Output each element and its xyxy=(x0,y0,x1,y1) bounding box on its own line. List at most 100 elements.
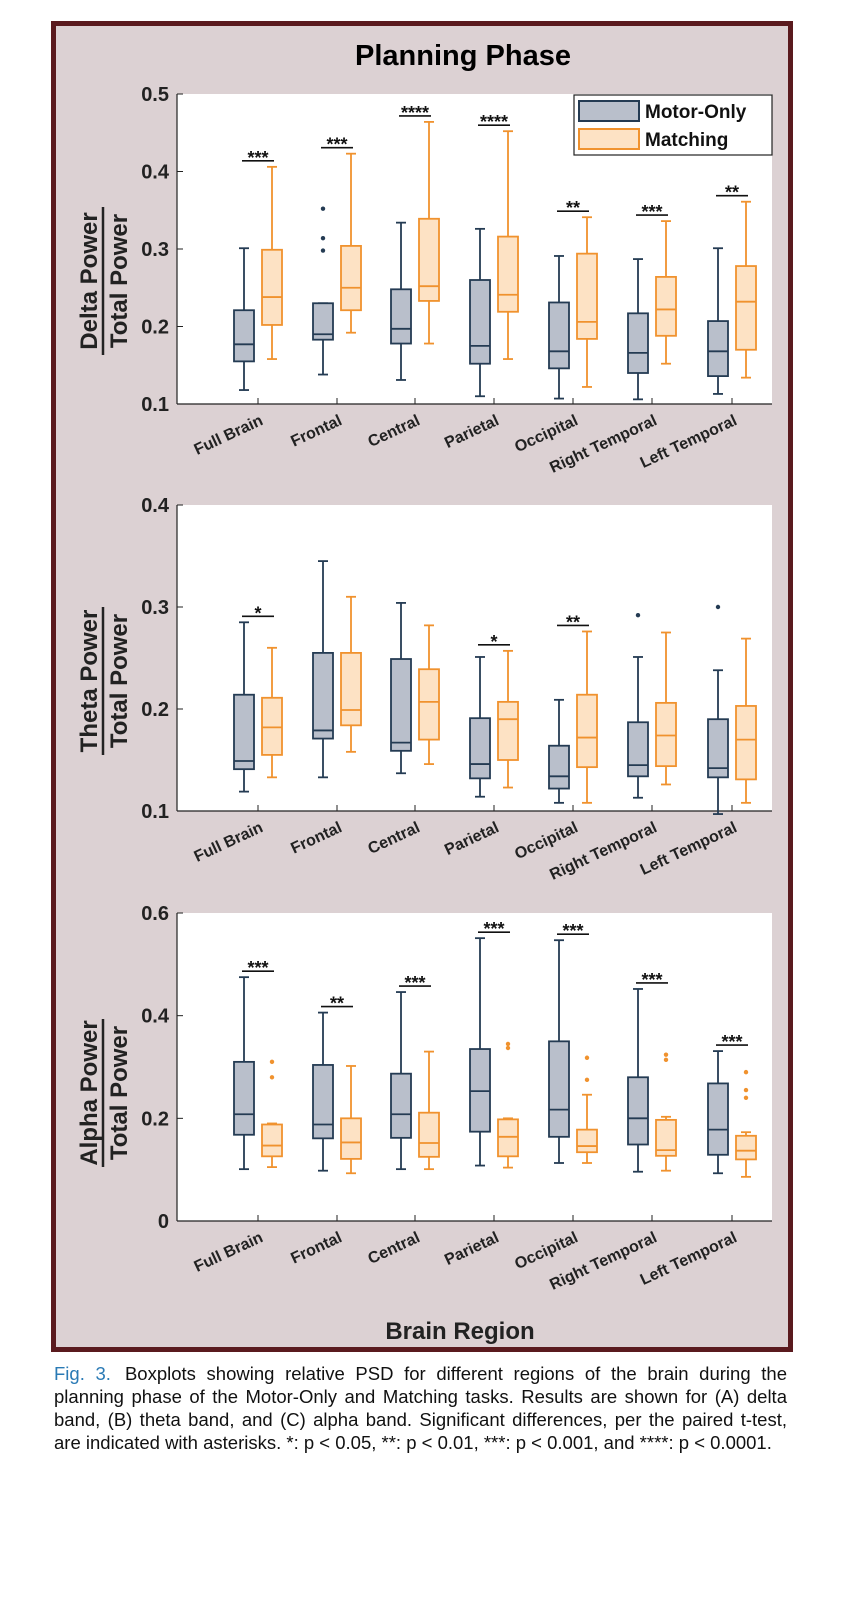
y-axis-label-numerator: Delta Power xyxy=(76,212,103,349)
box-iqr xyxy=(261,248,283,326)
y-axis-label: Theta Power Total Power xyxy=(76,607,133,755)
matching-box xyxy=(576,216,598,388)
outlier-point xyxy=(505,1045,511,1051)
motor-only-box xyxy=(469,656,491,798)
motor-only-box xyxy=(469,227,491,398)
x-tick-label: Parietal xyxy=(442,1229,502,1269)
motor-only-box xyxy=(707,604,729,815)
significance-label: *** xyxy=(247,148,268,168)
x-tick-label: Parietal xyxy=(442,819,502,859)
y-axis-label: Alpha Power Total Power xyxy=(76,1019,133,1167)
box-iqr xyxy=(233,309,255,363)
box-iqr xyxy=(390,288,412,345)
box-iqr xyxy=(735,265,757,351)
box-iqr xyxy=(390,1072,412,1139)
box-iqr xyxy=(707,718,729,779)
box-iqr xyxy=(469,279,491,365)
boxplot-figure: Planning Phase Brain Region 0.1 0.2 0.3 0.4… xyxy=(76,40,773,1345)
significance-label: *** xyxy=(483,919,504,939)
legend-label: Matching xyxy=(645,130,728,151)
x-axis-title: Brain Region xyxy=(385,1318,534,1345)
motor-only-box xyxy=(390,221,412,381)
motor-only-box xyxy=(312,206,334,376)
outlier-point xyxy=(663,1052,669,1057)
outlier-point xyxy=(320,206,326,211)
matching-box xyxy=(655,1052,677,1172)
y-tick-label: 0.1 xyxy=(141,801,169,823)
box-iqr xyxy=(548,1040,570,1138)
box-iqr xyxy=(627,1076,649,1146)
matching-box xyxy=(261,1059,283,1168)
box-iqr xyxy=(576,252,598,340)
legend-swatch xyxy=(578,100,640,122)
box-iqr xyxy=(627,721,649,778)
motor-only-box xyxy=(627,258,649,401)
motor-only-box xyxy=(707,247,729,395)
x-tick-label: Frontal xyxy=(288,819,344,857)
box-iqr xyxy=(418,217,440,302)
y-tick-label: 0.4 xyxy=(141,495,170,517)
significance-label: ** xyxy=(566,612,580,632)
motor-only-box xyxy=(627,612,649,799)
motor-only-box xyxy=(312,1011,334,1172)
significance-label: *** xyxy=(326,135,347,155)
significance-label: ** xyxy=(330,994,344,1014)
significance-label: ** xyxy=(725,183,739,203)
motor-only-box xyxy=(312,560,334,779)
box-iqr xyxy=(735,705,757,781)
x-tick-label: Full Brain xyxy=(192,1229,266,1276)
significance-label: **** xyxy=(401,103,429,123)
matching-box xyxy=(261,165,283,360)
figure-title: Planning Phase xyxy=(355,40,571,72)
y-tick-label: 0.3 xyxy=(141,239,169,261)
y-axis-label-numerator: Theta Power xyxy=(76,610,103,753)
y-axis-label: Delta Power Total Power xyxy=(76,207,133,355)
motor-only-box xyxy=(548,939,570,1164)
box-iqr xyxy=(735,1134,757,1161)
x-tick-label: Frontal xyxy=(288,1229,344,1267)
y-tick-label: 0.2 xyxy=(141,699,169,721)
box-iqr xyxy=(655,701,677,768)
significance-label: *** xyxy=(721,1032,742,1052)
outlier-point xyxy=(743,1069,749,1075)
significance-label: **** xyxy=(480,112,508,132)
motor-only-box xyxy=(233,247,255,391)
y-axis-label-denominator: Total Power xyxy=(106,214,133,348)
box-iqr xyxy=(655,275,677,337)
figure-caption-text: Boxplots showing relative PSD for differ… xyxy=(54,1363,787,1453)
box-iqr xyxy=(576,693,598,769)
x-tick-label: Parietal xyxy=(442,412,502,452)
matching-box xyxy=(735,200,757,379)
box-iqr xyxy=(497,235,519,313)
x-tick-label: Full Brain xyxy=(192,412,266,459)
matching-box xyxy=(261,646,283,779)
matching-box xyxy=(340,152,362,334)
y-tick-label: 0 xyxy=(158,1211,169,1233)
matching-box xyxy=(418,121,440,345)
y-axis-label-denominator: Total Power xyxy=(106,1026,133,1160)
box-iqr xyxy=(340,652,362,727)
motor-only-box xyxy=(233,976,255,1171)
box-iqr xyxy=(233,1060,255,1136)
matching-box xyxy=(497,649,519,789)
motor-only-box xyxy=(233,621,255,793)
matching-box xyxy=(418,1050,440,1171)
x-tick-label: Central xyxy=(366,412,423,451)
box-iqr xyxy=(233,693,255,771)
motor-only-box xyxy=(390,991,412,1171)
outlier-point xyxy=(505,1041,511,1047)
significance-label: *** xyxy=(641,202,662,222)
box-iqr xyxy=(261,696,283,756)
y-tick-label: 0.2 xyxy=(141,317,169,339)
matching-box xyxy=(497,1041,519,1169)
matching-box xyxy=(497,130,519,360)
motor-only-box xyxy=(627,988,649,1173)
box-iqr xyxy=(418,1111,440,1158)
box-iqr xyxy=(497,1118,519,1158)
box-iqr xyxy=(548,301,570,370)
motor-only-box xyxy=(548,255,570,400)
motor-only-box xyxy=(469,937,491,1167)
outlier-point xyxy=(320,235,326,241)
box-iqr xyxy=(312,1064,334,1140)
panel-1: 0.1 0.2 0.3 0.4 0.5 Full Brain Frontal Central P… xyxy=(76,84,773,477)
